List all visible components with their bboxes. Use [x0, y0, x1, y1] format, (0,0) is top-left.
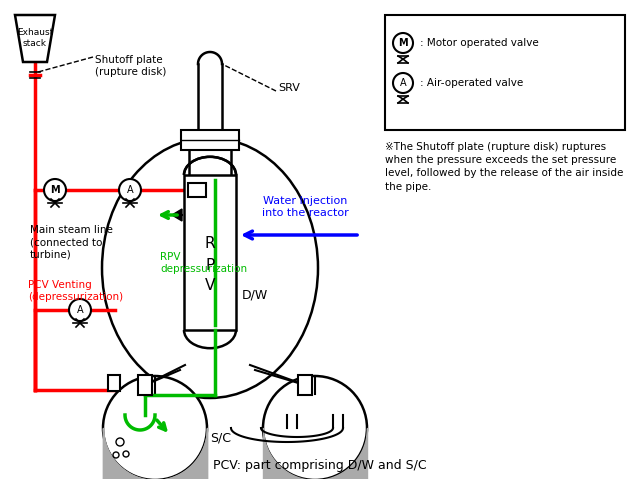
Text: Main steam line
(connected to
turbine): Main steam line (connected to turbine) [30, 225, 113, 260]
Text: A: A [127, 185, 133, 195]
Text: PCV: part comprising D/W and S/C: PCV: part comprising D/W and S/C [213, 459, 427, 472]
Text: PCV Venting
(depressurization): PCV Venting (depressurization) [28, 280, 123, 302]
Circle shape [113, 452, 119, 458]
Text: A: A [400, 78, 406, 88]
Text: Exhaust
stack: Exhaust stack [17, 28, 53, 48]
Circle shape [103, 376, 207, 479]
Text: M: M [50, 185, 60, 195]
Bar [298, 375, 312, 395]
Text: ※The Shutoff plate (rupture disk) ruptures
when the pressure exceeds the set pre: ※The Shutoff plate (rupture disk) ruptur… [385, 142, 623, 192]
Bar [108, 375, 120, 391]
Text: : Air-operated valve: : Air-operated valve [420, 78, 524, 88]
Text: Shutoff plate
(rupture disk): Shutoff plate (rupture disk) [95, 55, 166, 77]
Polygon shape [184, 157, 236, 175]
Text: R
P
V: R P V [205, 237, 215, 294]
Text: RPV
depressurization: RPV depressurization [160, 252, 247, 274]
Bar [385, 15, 625, 130]
Circle shape [393, 73, 413, 93]
Polygon shape [15, 15, 55, 62]
Polygon shape [172, 209, 182, 221]
Bar [138, 375, 152, 395]
Text: D/W: D/W [242, 288, 268, 301]
Circle shape [69, 299, 91, 321]
Circle shape [393, 33, 413, 53]
Ellipse shape [102, 138, 318, 398]
Circle shape [123, 451, 129, 457]
Bar [181, 130, 239, 150]
Circle shape [119, 179, 141, 201]
Text: Water Injection
into the reactor: Water Injection into the reactor [262, 196, 348, 218]
Circle shape [116, 438, 124, 446]
Circle shape [263, 376, 367, 479]
Circle shape [44, 179, 66, 201]
Bar [184, 175, 236, 330]
Bar [188, 183, 206, 197]
Text: A: A [77, 305, 83, 315]
Text: S/C: S/C [210, 432, 231, 445]
Text: SRV: SRV [278, 83, 300, 93]
Text: M: M [398, 38, 408, 48]
Text: : Motor operated valve: : Motor operated valve [420, 38, 539, 48]
